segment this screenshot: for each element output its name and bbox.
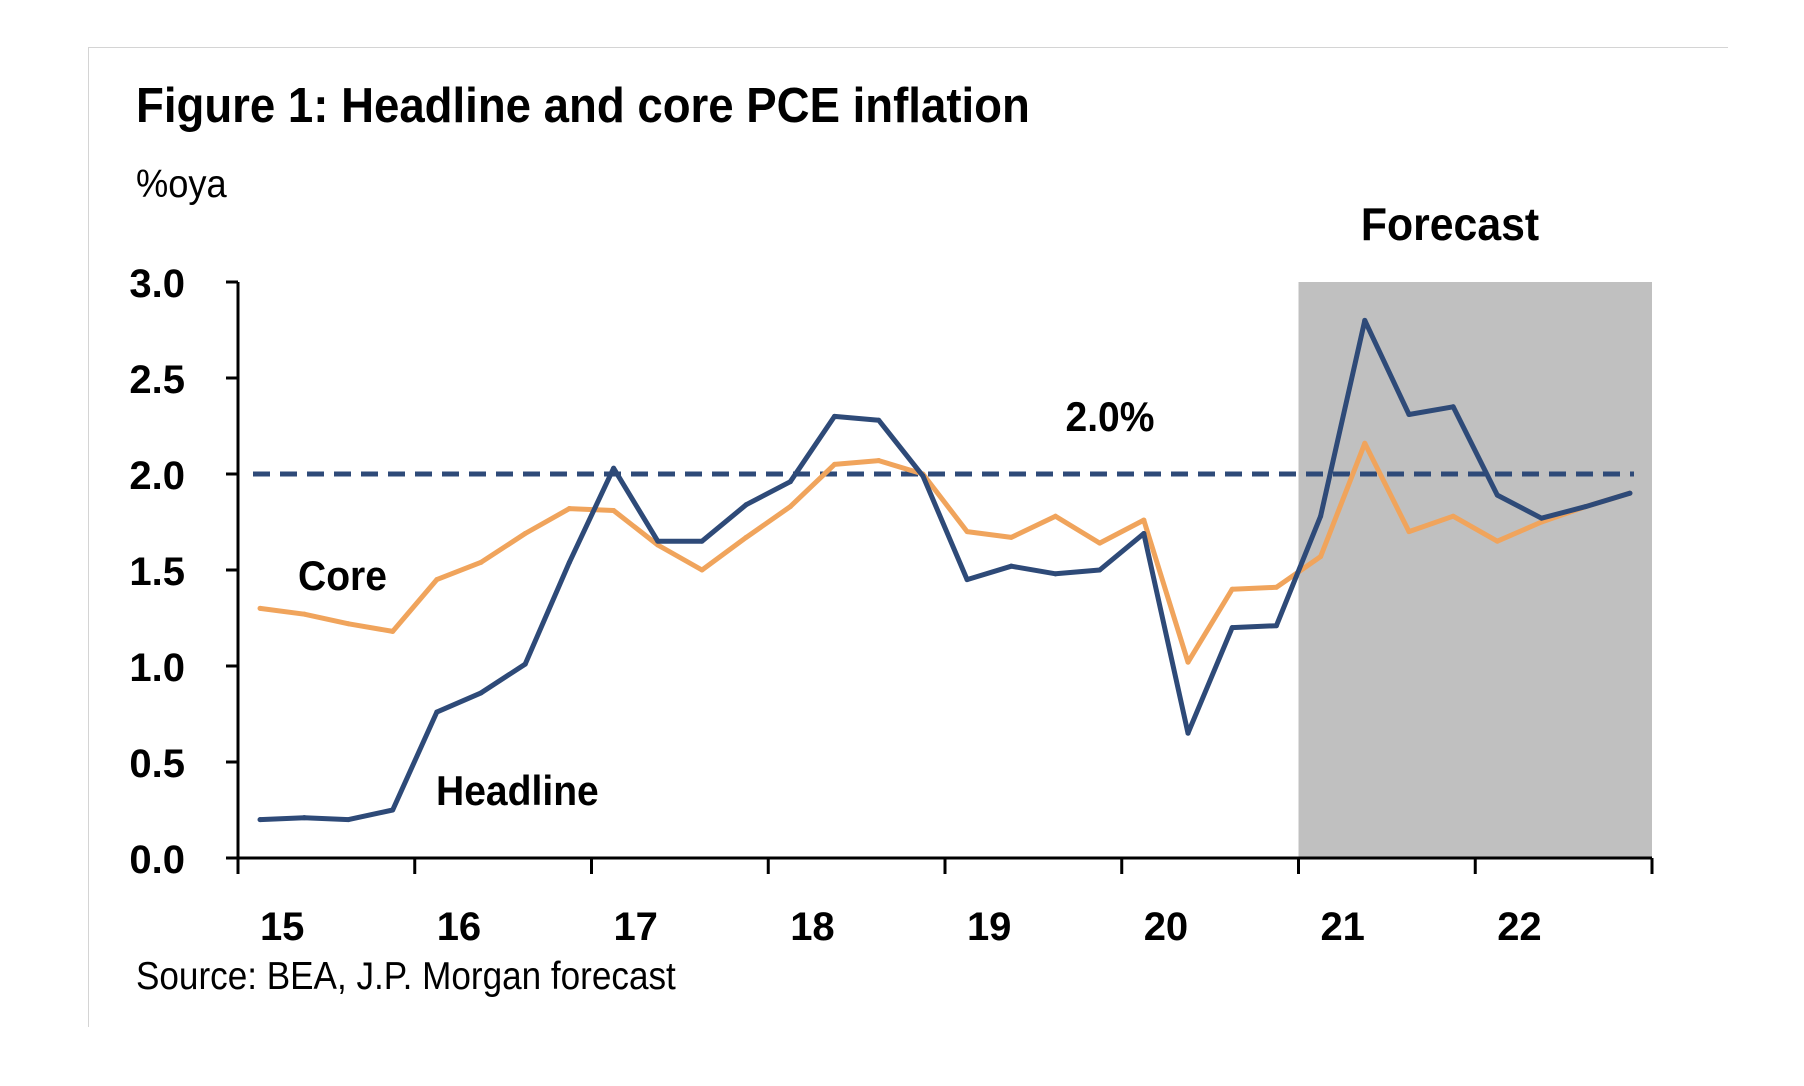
data-point-core — [832, 461, 838, 467]
data-point-headline — [434, 709, 440, 715]
data-point-core — [1141, 517, 1147, 523]
data-point-core — [1362, 440, 1368, 446]
data-point-headline — [1494, 492, 1500, 498]
data-point-core — [345, 621, 351, 627]
data-point-core — [1539, 519, 1545, 525]
data-point-headline — [964, 577, 970, 583]
y-tick-label: 2.5 — [129, 358, 185, 402]
data-point-core — [478, 559, 484, 565]
y-tick-label: 0.5 — [129, 742, 185, 786]
data-point-core — [1406, 529, 1412, 535]
data-point-headline — [611, 465, 617, 471]
reference-line-label: 2.0% — [1065, 393, 1154, 441]
data-point-headline — [257, 817, 263, 823]
data-point-core — [1229, 586, 1235, 592]
series-line-headline — [257, 317, 1633, 823]
data-point-core — [699, 567, 705, 573]
data-point-headline — [1229, 625, 1235, 631]
data-point-core — [1273, 584, 1279, 590]
x-tick-label: 20 — [1144, 905, 1189, 949]
axes-layer: 0.0 0.5 1.0 1.5 2.0 2.5 3.0 15 16 17 18 19 20 21 22 — [129, 262, 1654, 949]
data-point-headline — [1450, 404, 1456, 410]
data-point-core — [566, 506, 572, 512]
data-point-headline — [1097, 567, 1103, 573]
data-point-headline — [1008, 563, 1014, 569]
data-point-core — [1052, 513, 1058, 519]
data-point-headline — [876, 417, 882, 423]
data-point-core — [876, 458, 882, 464]
data-point-headline — [655, 538, 661, 544]
y-tick-label: 3.0 — [129, 262, 185, 306]
data-point-core — [743, 534, 749, 540]
data-point-headline — [699, 538, 705, 544]
data-point-headline — [1141, 531, 1147, 537]
data-point-headline — [1318, 513, 1324, 519]
y-axis-unit-label: %oya — [136, 163, 227, 206]
source-note: Source: BEA, J.P. Morgan forecast — [136, 955, 676, 998]
data-point-core — [1097, 540, 1103, 546]
series-line-core — [257, 440, 1633, 665]
data-point-headline — [832, 413, 838, 419]
data-point-core — [1008, 534, 1014, 540]
data-point-core — [787, 504, 793, 510]
y-tick-label: 2.0 — [129, 454, 185, 498]
data-point-core — [1185, 659, 1191, 665]
data-point-core — [390, 628, 396, 634]
x-tick-label: 21 — [1320, 905, 1365, 949]
data-point-core — [611, 507, 617, 513]
data-point-core — [301, 611, 307, 617]
data-point-core — [522, 531, 528, 537]
y-tick-label: 1.0 — [129, 646, 185, 690]
data-point-headline — [1627, 490, 1633, 496]
data-point-headline — [920, 473, 926, 479]
data-point-core — [964, 529, 970, 535]
x-tick-label: 19 — [967, 905, 1012, 949]
x-tick-label: 18 — [790, 905, 835, 949]
data-point-headline — [1406, 411, 1412, 417]
data-point-core — [655, 542, 661, 548]
forecast-label: Forecast — [1361, 200, 1539, 251]
data-point-headline — [1273, 623, 1279, 629]
series-layer — [257, 317, 1633, 823]
data-point-headline — [1539, 515, 1545, 521]
forecast-region-layer — [1298, 282, 1652, 858]
x-tick-label: 16 — [437, 905, 482, 949]
data-point-headline — [345, 817, 351, 823]
series-label-headline: Headline — [436, 767, 599, 815]
data-point-core — [1318, 554, 1324, 560]
data-point-headline — [1583, 504, 1589, 510]
y-tick-label: 0.0 — [129, 838, 185, 882]
data-point-headline — [301, 815, 307, 821]
data-point-headline — [478, 690, 484, 696]
series-label-core: Core — [298, 552, 387, 600]
frame-left-border — [88, 47, 89, 1027]
data-point-core — [257, 605, 263, 611]
data-point-headline — [566, 559, 572, 565]
data-point-core — [1450, 513, 1456, 519]
data-point-headline — [743, 502, 749, 508]
data-point-headline — [1185, 730, 1191, 736]
data-point-headline — [1052, 571, 1058, 577]
data-point-headline — [787, 479, 793, 485]
data-point-headline — [1362, 317, 1368, 323]
x-tick-label: 17 — [613, 905, 658, 949]
data-point-headline — [522, 661, 528, 667]
data-point-headline — [390, 807, 396, 813]
x-tick-label: 22 — [1497, 905, 1542, 949]
data-point-core — [434, 577, 440, 583]
x-tick-label: 15 — [260, 905, 305, 949]
forecast-shading — [1298, 282, 1652, 858]
chart-title: Figure 1: Headline and core PCE inflatio… — [136, 79, 1030, 133]
y-tick-label: 1.5 — [129, 550, 185, 594]
frame-top-border — [88, 47, 1728, 48]
data-point-core — [1494, 538, 1500, 544]
